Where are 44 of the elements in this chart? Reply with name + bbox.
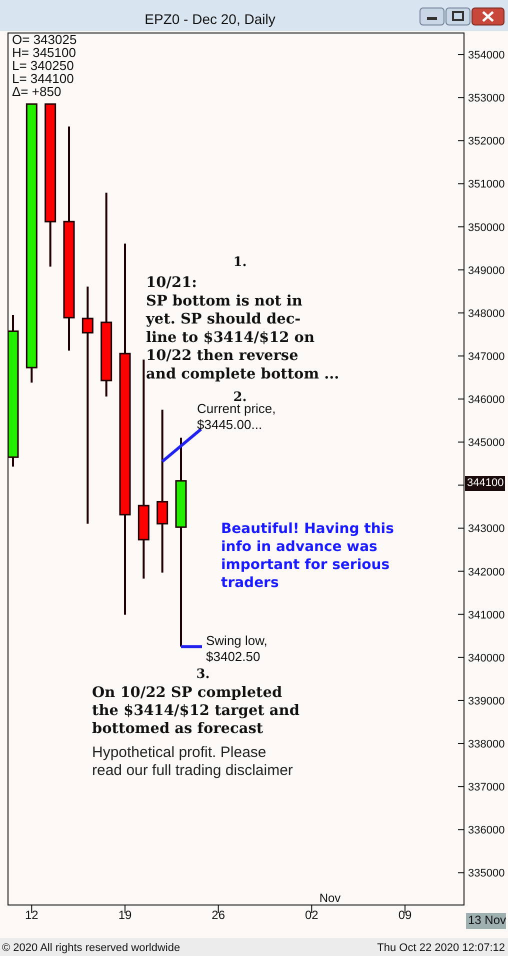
y-tick-label: 354000: [468, 50, 505, 62]
y-tick-label: 341000: [468, 609, 505, 622]
y-tick-label: 340000: [468, 652, 505, 664]
y-tick-label: 337000: [468, 782, 505, 794]
annotation: O= 343025: [12, 32, 77, 47]
annotation: H= 345100: [12, 45, 76, 60]
annotation: On 10/22 SP completed the $3414/$12 target and bottomed as forecast: [92, 684, 300, 737]
candlestick: [156, 408, 168, 574]
y-tick-label: 343000: [468, 523, 505, 536]
y-tick-label: 353000: [468, 92, 505, 105]
y-tick-label: 347000: [468, 350, 505, 363]
y-tick-label: 349000: [468, 264, 505, 277]
x-tick-label: 02: [304, 908, 319, 922]
annotation: Hypothetical profit. Please read our full trading disclaimer: [92, 744, 293, 779]
chart-title: EPZ0 - Dec 20, Daily: [144, 11, 276, 27]
y-tick-label: 338000: [468, 738, 505, 751]
text: 344100: [467, 477, 504, 489]
annotation: 10/21: SP bottom is not in yet. SP should dec- line to $3414/$12 on 10/22 then reverse and complete bottom ...: [145, 274, 340, 382]
y-tick-label: 352000: [468, 136, 505, 148]
y-tick-label: 346000: [468, 394, 505, 406]
annotation: L= 344100: [12, 71, 74, 86]
x-tick-label: 12: [24, 908, 39, 922]
annotation: 1.: [233, 255, 247, 270]
text: © 2020 All rights reserved worldwide: [2, 942, 180, 954]
y-tick-label: 351000: [468, 178, 505, 191]
annotation: 3.: [196, 667, 210, 682]
x-tick-label: 09: [398, 908, 412, 922]
annotation: Δ= +850: [12, 84, 62, 99]
annotation: Beautiful! Having this info in advance was important for serious traders: [221, 521, 394, 591]
y-tick-label: 335000: [468, 868, 505, 880]
y-tick-label: 348000: [468, 308, 505, 320]
y-tick-label: 339000: [468, 695, 505, 708]
annotation: Swing low, $3402.50: [206, 633, 268, 664]
candlestick: [82, 286, 94, 525]
x-tick-label: 19: [118, 908, 132, 922]
y-tick-label: 350000: [468, 222, 505, 234]
y-tick-label: 345000: [468, 437, 505, 450]
y-tick-label: 342000: [468, 566, 505, 578]
text: 13 Nov: [468, 913, 506, 927]
annotation: Nov: [319, 891, 341, 905]
y-tick-label: 336000: [468, 824, 505, 837]
x-tick-label: 26: [212, 908, 226, 922]
annotation: L= 340250: [12, 58, 74, 73]
text: Thu Oct 22 2020 12:07:12: [377, 942, 505, 954]
